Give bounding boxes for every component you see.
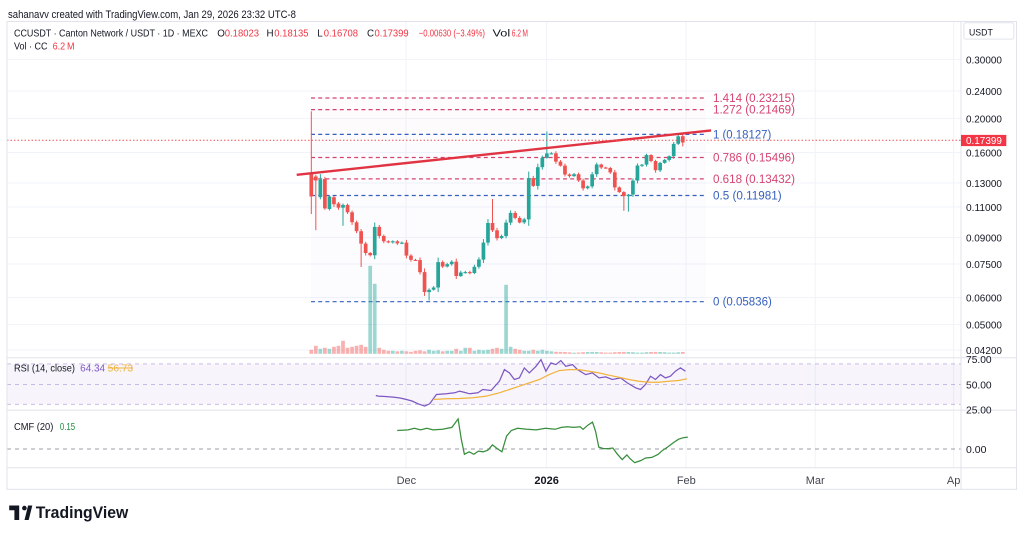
svg-text:0.24000: 0.24000 [966, 86, 1002, 98]
svg-text:2026: 2026 [534, 475, 558, 487]
svg-text:1.272 (0.21469): 1.272 (0.21469) [713, 105, 795, 117]
svg-text:CCUSDT · Canton Network / USDT: CCUSDT · Canton Network / USDT · 1D · ME… [14, 28, 528, 39]
svg-text:50.00: 50.00 [966, 379, 992, 391]
svg-text:0.09000: 0.09000 [966, 232, 1002, 244]
svg-text:sahanavv created with TradingV: sahanavv created with TradingView.com, J… [8, 9, 296, 21]
svg-text:0.13000: 0.13000 [966, 178, 1002, 190]
svg-text:0.07500: 0.07500 [966, 259, 1002, 271]
svg-text:25.00: 25.00 [966, 405, 992, 417]
svg-text:0.05000: 0.05000 [966, 319, 1002, 331]
svg-text:75.00: 75.00 [966, 354, 992, 366]
svg-text:Ap: Ap [947, 475, 960, 487]
svg-text:1.414 (0.23215): 1.414 (0.23215) [713, 93, 795, 105]
svg-text:TradingView: TradingView [36, 504, 129, 522]
svg-text:Vol · CC6.2 M: Vol · CC 6.2 M [14, 41, 75, 52]
svg-text:0 (0.05836): 0 (0.05836) [713, 297, 772, 309]
svg-text:USDT: USDT [969, 27, 993, 38]
svg-text:0.5 (0.11981): 0.5 (0.11981) [713, 191, 782, 203]
svg-text:0.11000: 0.11000 [966, 202, 1002, 214]
svg-text:0.16000: 0.16000 [966, 147, 1002, 159]
svg-text:0.20000: 0.20000 [966, 113, 1002, 125]
svg-text:CMF (20)0.15: CMF (20) 0.15 [14, 422, 76, 433]
svg-text:0.17399: 0.17399 [966, 135, 1002, 147]
svg-text:1 (0.18127): 1 (0.18127) [713, 129, 771, 141]
svg-text:0.30000: 0.30000 [966, 54, 1002, 66]
svg-text:0.06000: 0.06000 [966, 292, 1002, 304]
svg-text:Dec: Dec [397, 475, 417, 487]
svg-text:0.618 (0.13432): 0.618 (0.13432) [713, 174, 795, 186]
svg-text:Mar: Mar [806, 475, 825, 487]
svg-text:0.00: 0.00 [966, 444, 987, 456]
svg-text:Feb: Feb [677, 475, 696, 487]
svg-text:0.786 (0.15496): 0.786 (0.15496) [713, 153, 795, 165]
svg-text:0.04200: 0.04200 [966, 345, 1002, 357]
